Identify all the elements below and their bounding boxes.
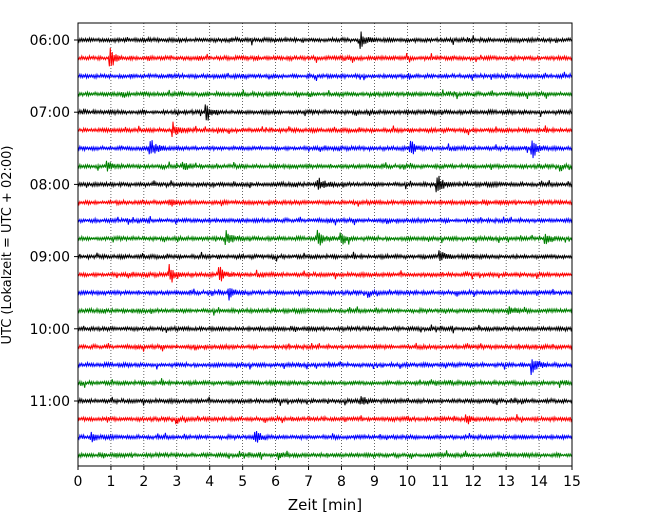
x-tick-label: 9 [370,474,379,490]
x-tick-label: 2 [139,474,148,490]
trace-0845 [77,229,573,246]
x-tick-label: 1 [106,474,115,490]
x-tick-label: 0 [74,474,83,490]
trace-0615 [77,47,573,67]
trace-1145 [77,450,573,461]
y-axis-ticks: 06:00 07:00 08:00 09:00 10:00 11:00 [30,33,78,410]
trace-0630 [77,71,573,81]
trace-1000 [77,324,573,334]
trace-0645 [77,89,573,100]
y-tick-label: 08:00 [30,177,70,193]
seismogram-traces [77,31,573,461]
trace-0900 [77,250,573,262]
y-tick-label: 10:00 [30,322,70,338]
trace-0730 [77,140,573,159]
x-tick-label: 12 [464,474,482,490]
trace-1030 [77,359,573,376]
x-tick-label: 14 [530,474,548,490]
trace-0930 [77,288,573,301]
plot-frame [77,22,573,467]
x-tick-label: 11 [431,474,449,490]
x-tick-label: 13 [497,474,515,490]
trace-0830 [77,215,573,226]
vertical-gridlines [110,23,540,466]
x-tick-label: 6 [271,474,280,490]
x-axis-label: Zeit [min] [288,496,362,514]
x-tick-label: 4 [205,474,214,490]
y-tick-label: 09:00 [30,250,70,266]
x-tick-label: 10 [398,474,416,490]
trace-0745 [77,160,573,172]
trace-1100 [77,396,573,406]
x-tick-label: 15 [563,474,581,490]
y-tick-label: 06:00 [30,33,70,49]
trace-0715 [77,121,573,138]
y-tick-label: 07:00 [30,105,70,121]
trace-0915 [77,263,573,283]
trace-1045 [77,378,573,388]
trace-0815 [77,198,573,207]
x-axis-ticks: 0 1 2 3 4 5 6 7 8 9 10 11 12 13 14 15 [74,466,581,490]
trace-0600 [77,31,573,49]
trace-1115 [77,414,573,425]
x-tick-label: 5 [238,474,247,490]
trace-1015 [77,342,573,352]
y-tick-label: 11:00 [30,394,70,410]
trace-0945 [77,306,573,316]
trace-0800 [77,175,573,193]
trace-0700 [77,104,573,121]
x-tick-label: 3 [172,474,181,490]
y-axis-label: UTC (Lokalzeit = UTC + 02:00) [0,146,15,345]
x-tick-label: 8 [337,474,346,490]
trace-1130 [77,430,573,443]
x-tick-label: 7 [304,474,313,490]
